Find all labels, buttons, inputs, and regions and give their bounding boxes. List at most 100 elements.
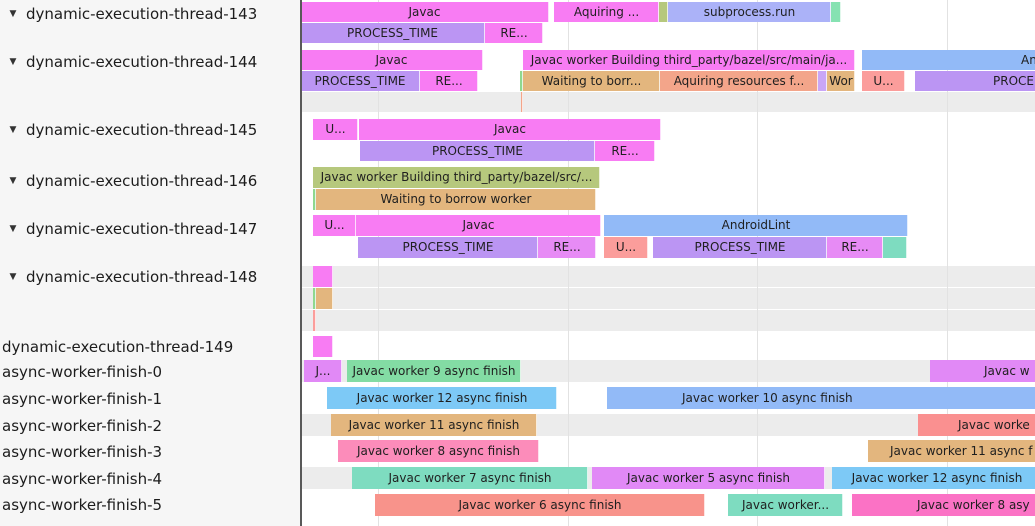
sidebar-track-label[interactable]: ▼ dynamic-execution-thread-147 bbox=[0, 219, 300, 239]
trace-slice-label: Javac bbox=[494, 122, 526, 136]
trace-slice[interactable]: PROCESS_TIME bbox=[302, 23, 485, 43]
trace-slice[interactable]: PROCESS_TIME bbox=[360, 141, 595, 161]
trace-slice[interactable]: PROCE bbox=[915, 71, 1035, 91]
sidebar-track-label[interactable]: ▼ dynamic-execution-thread-143 bbox=[0, 4, 300, 24]
trace-slice[interactable]: Wor bbox=[827, 71, 855, 91]
track-label-text: dynamic-execution-thread-149 bbox=[2, 338, 234, 356]
sidebar-track-label[interactable]: ▼ dynamic-execution-thread-146 bbox=[0, 171, 300, 191]
trace-slice[interactable] bbox=[316, 288, 333, 309]
trace-slice[interactable]: Javac bbox=[302, 2, 549, 22]
trace-slice[interactable] bbox=[313, 336, 333, 357]
trace-slice-label: subprocess.run bbox=[703, 5, 796, 19]
trace-slice[interactable]: Javac worker 12 async finish bbox=[327, 387, 557, 409]
sidebar-track-label[interactable]: ▼ dynamic-execution-thread-148 bbox=[0, 267, 300, 287]
trace-slice[interactable]: RE... bbox=[420, 71, 478, 91]
sidebar-track-label[interactable]: async-worker-finish-1 bbox=[0, 389, 300, 409]
trace-slice[interactable]: Javac bbox=[359, 119, 661, 140]
track-row bbox=[302, 92, 1035, 112]
track-label-text: dynamic-execution-thread-146 bbox=[26, 172, 258, 190]
trace-slice[interactable]: RE... bbox=[827, 237, 883, 258]
trace-slice[interactable]: Javac worker 12 async finish bbox=[832, 467, 1035, 489]
trace-slice[interactable]: Javac worker 11 async finish bbox=[331, 414, 537, 436]
track-label-text: async-worker-finish-2 bbox=[2, 417, 163, 435]
trace-slice[interactable]: RE... bbox=[485, 23, 543, 43]
gridline bbox=[947, 0, 948, 526]
collapse-triangle-icon[interactable]: ▼ bbox=[9, 224, 17, 234]
trace-slice-label: U... bbox=[615, 240, 637, 254]
trace-slice[interactable] bbox=[313, 310, 316, 331]
collapse-triangle-icon[interactable]: ▼ bbox=[9, 9, 17, 19]
trace-slice[interactable] bbox=[818, 71, 827, 91]
trace-slice[interactable]: Javac worker Building third_party/bazel/… bbox=[523, 50, 855, 70]
trace-slice[interactable]: Javac bbox=[302, 50, 483, 70]
trace-slice-label: Javac worker Building third_party/bazel/… bbox=[530, 53, 848, 67]
track-row bbox=[302, 288, 1035, 309]
trace-slice[interactable]: Javac worker Building third_party/bazel/… bbox=[313, 167, 600, 188]
trace-slice-label: U... bbox=[873, 74, 894, 88]
trace-slice[interactable]: Javac worker 8 asy bbox=[852, 494, 1035, 516]
trace-slice[interactable] bbox=[521, 92, 523, 112]
sidebar-track-label[interactable]: async-worker-finish-2 bbox=[0, 416, 300, 436]
trace-slice-label: Wor bbox=[829, 74, 853, 88]
trace-slice[interactable]: An bbox=[862, 50, 1035, 70]
sidebar-track-label[interactable]: dynamic-execution-thread-149 bbox=[0, 337, 300, 357]
trace-slice-label: Javac worker 7 async finish bbox=[388, 471, 552, 485]
trace-slice[interactable]: Javac worker 5 async finish bbox=[592, 467, 825, 489]
trace-slice[interactable]: U... bbox=[604, 237, 648, 258]
sidebar-track-label[interactable]: ▼ dynamic-execution-thread-145 bbox=[0, 120, 300, 140]
trace-slice[interactable]: Javac bbox=[356, 215, 601, 236]
trace-slice[interactable]: Javac worker 9 async finish bbox=[347, 360, 521, 382]
track-label-text: async-worker-finish-1 bbox=[2, 390, 163, 408]
collapse-triangle-icon[interactable]: ▼ bbox=[9, 176, 17, 186]
trace-slice[interactable] bbox=[831, 2, 841, 22]
track-label-text: dynamic-execution-thread-145 bbox=[26, 121, 258, 139]
trace-slice[interactable]: U... bbox=[313, 215, 356, 236]
trace-slice[interactable]: Waiting to borr... bbox=[523, 71, 660, 91]
trace-slice[interactable]: Aquiring ... bbox=[554, 2, 659, 22]
track-label-text: dynamic-execution-thread-144 bbox=[26, 53, 258, 71]
trace-slice[interactable]: PROCESS_TIME bbox=[302, 71, 420, 91]
trace-slice-label: Javac worker 8 asy bbox=[917, 498, 1030, 512]
trace-slice[interactable]: PROCESS_TIME bbox=[358, 237, 538, 258]
collapse-triangle-icon[interactable]: ▼ bbox=[9, 57, 17, 67]
trace-slice[interactable]: Javac worker... bbox=[728, 494, 843, 516]
sidebar-track-label[interactable]: async-worker-finish-0 bbox=[0, 362, 300, 382]
timeline-canvas[interactable]: Javac Aquiring ... subprocess.run PROCESS_T… bbox=[302, 0, 1035, 526]
trace-slice[interactable]: PROCESS_TIME bbox=[653, 237, 827, 258]
trace-slice-label: PROCESS_TIME bbox=[402, 240, 494, 254]
gridline bbox=[378, 0, 379, 526]
sidebar-track-label[interactable]: ▼ dynamic-execution-thread-144 bbox=[0, 52, 300, 72]
trace-slice[interactable]: Javac worker 11 async f bbox=[868, 440, 1035, 462]
trace-slice[interactable]: Javac worker 10 async finish bbox=[607, 387, 1035, 409]
trace-slice[interactable]: Javac worker 6 async finish bbox=[375, 494, 705, 516]
trace-slice[interactable]: Aquiring resources f... bbox=[660, 71, 818, 91]
trace-slice[interactable] bbox=[313, 288, 316, 309]
trace-slice-label: Javac worker 8 async finish bbox=[356, 444, 521, 458]
sidebar-track-label[interactable]: async-worker-finish-4 bbox=[0, 469, 300, 489]
trace-slice[interactable]: J... bbox=[304, 360, 342, 382]
trace-slice[interactable] bbox=[883, 237, 907, 258]
trace-slice[interactable]: Javac worker 8 async finish bbox=[338, 440, 539, 462]
trace-slice[interactable] bbox=[659, 2, 668, 22]
trace-slice[interactable] bbox=[520, 71, 523, 91]
trace-slice[interactable]: Javac worke bbox=[918, 414, 1035, 436]
trace-slice[interactable]: subprocess.run bbox=[668, 2, 831, 22]
collapse-triangle-icon[interactable]: ▼ bbox=[9, 272, 17, 282]
sidebar-track-label[interactable]: async-worker-finish-5 bbox=[0, 495, 300, 515]
trace-slice[interactable]: Javac w bbox=[930, 360, 1035, 382]
trace-slice-label: Javac worker 11 async f bbox=[890, 444, 1033, 458]
trace-slice[interactable] bbox=[313, 189, 316, 210]
trace-slice[interactable]: Waiting to borrow worker bbox=[316, 189, 596, 210]
trace-slice[interactable]: RE... bbox=[538, 237, 596, 258]
track-label-text: async-worker-finish-0 bbox=[2, 363, 163, 381]
track-label-text: dynamic-execution-thread-148 bbox=[26, 268, 258, 286]
trace-slice[interactable]: U... bbox=[862, 71, 905, 91]
trace-slice[interactable]: U... bbox=[313, 119, 358, 140]
sidebar-track-label[interactable]: async-worker-finish-3 bbox=[0, 442, 300, 462]
trace-slice[interactable] bbox=[313, 266, 333, 287]
trace-slice[interactable]: AndroidLint bbox=[604, 215, 908, 236]
track-name-sidebar: ▼ dynamic-execution-thread-143 ▼ dynamic-ex… bbox=[0, 0, 302, 526]
collapse-triangle-icon[interactable]: ▼ bbox=[9, 125, 17, 135]
trace-slice[interactable]: Javac worker 7 async finish bbox=[352, 467, 588, 489]
trace-slice[interactable]: RE... bbox=[595, 141, 655, 161]
